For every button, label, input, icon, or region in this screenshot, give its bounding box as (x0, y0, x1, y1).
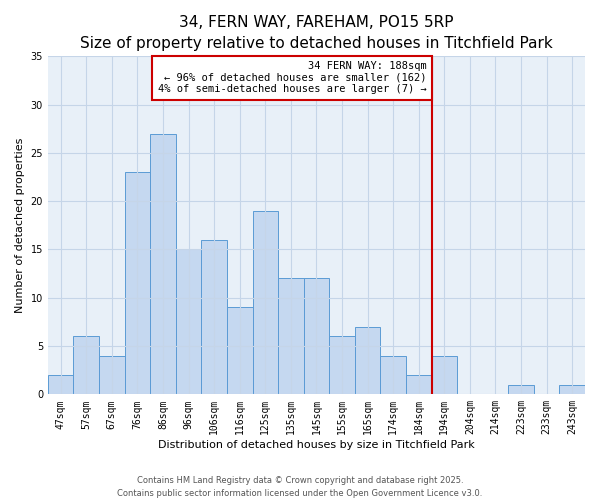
Bar (48, 375, 73, 394)
Bar (278, 278, 304, 394)
X-axis label: Distribution of detached houses by size in Titchfield Park: Distribution of detached houses by size … (158, 440, 475, 450)
Y-axis label: Number of detached properties: Number of detached properties (15, 138, 25, 313)
Text: 34 FERN WAY: 188sqm
← 96% of detached houses are smaller (162)
4% of semi-detach: 34 FERN WAY: 188sqm ← 96% of detached ho… (158, 61, 427, 94)
Bar (431, 356, 457, 395)
Bar (355, 326, 380, 394)
Title: 34, FERN WAY, FAREHAM, PO15 5RP
Size of property relative to detached houses in : 34, FERN WAY, FAREHAM, PO15 5RP Size of … (80, 15, 553, 51)
Bar (304, 278, 329, 394)
Bar (380, 356, 406, 395)
Bar (508, 384, 534, 394)
Bar (73, 336, 99, 394)
Bar (176, 250, 202, 394)
Text: Contains HM Land Registry data © Crown copyright and database right 2025.
Contai: Contains HM Land Registry data © Crown c… (118, 476, 482, 498)
Bar (227, 308, 253, 394)
Bar (150, 134, 176, 394)
Bar (406, 375, 431, 394)
Bar (329, 336, 355, 394)
Bar (99, 356, 125, 395)
Bar (125, 172, 150, 394)
Bar (559, 384, 585, 394)
Bar (253, 211, 278, 394)
Bar (202, 240, 227, 394)
